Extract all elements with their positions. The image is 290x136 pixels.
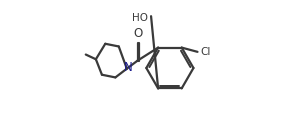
Text: O: O — [133, 27, 142, 40]
Text: Cl: Cl — [200, 47, 211, 57]
Text: HO: HO — [132, 13, 148, 23]
Text: N: N — [124, 61, 133, 74]
